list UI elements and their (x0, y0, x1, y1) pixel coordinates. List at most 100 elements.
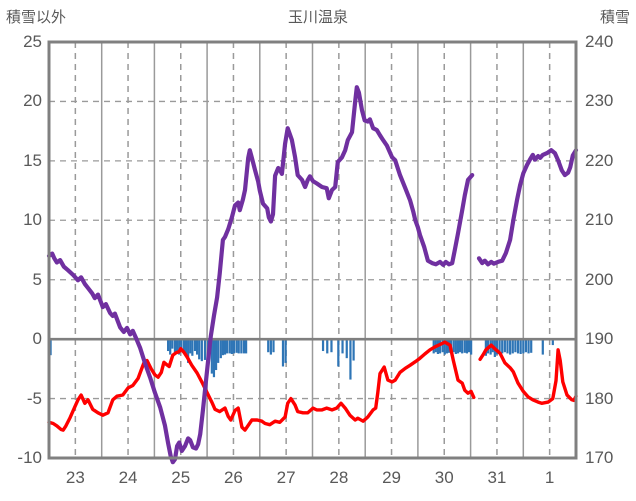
series-blue-bar (341, 339, 344, 354)
series-blue-bar (330, 339, 333, 353)
series-blue-bar (484, 339, 487, 356)
series-blue-bar (214, 339, 218, 371)
series-snow-depth (476, 148, 579, 267)
x-axis-tick-label: 27 (276, 468, 296, 487)
series-blue-bar (463, 339, 466, 353)
series-blue-bar (178, 339, 181, 355)
series-blue-bar (267, 339, 270, 353)
series-blue-bar (445, 339, 448, 354)
series-blue-bar (461, 339, 464, 354)
x-axis-tick-label: 28 (329, 468, 349, 487)
series-blue-bar (219, 339, 222, 359)
right-axis-tick-label: 210 (585, 210, 614, 230)
series-blue-bar (217, 339, 220, 363)
series-blue-bar (244, 339, 248, 354)
series-blue-bar (465, 339, 469, 354)
series-blue-bar (175, 339, 179, 352)
series-blue-bar (495, 339, 499, 355)
x-axis-tick-label: 1 (544, 468, 555, 487)
x-axis-tick-label: 29 (382, 468, 402, 487)
series-blue-bar (272, 339, 275, 353)
series-blue-bar (530, 339, 533, 353)
series-blue-bar (509, 339, 512, 355)
left-axis-tick-label: 0 (32, 329, 42, 349)
series-blue-bar (232, 339, 236, 354)
right-axis-tick-label: 220 (585, 150, 614, 170)
series-blue-bar (503, 339, 506, 353)
series-blue-bar (456, 339, 460, 354)
series-blue-bar (200, 339, 203, 362)
series-blue-bar (452, 339, 455, 353)
series-blue-bar (454, 339, 457, 354)
series-blue-bar (524, 339, 528, 353)
series-snow-depth (46, 85, 475, 465)
right-axis-tick-label: 170 (585, 448, 614, 467)
series-blue-bar (191, 339, 194, 356)
series-blue-bar (171, 339, 174, 349)
series-blue-bar (184, 339, 188, 355)
chart-title: 玉川温泉 (287, 9, 348, 26)
left-axis-tick-label: -10 (17, 448, 42, 467)
series-blue-bar (326, 339, 329, 354)
series-red-line (47, 340, 476, 432)
series-blue-bar (212, 339, 216, 378)
series-blue-bar (182, 339, 186, 353)
series-blue-bar (281, 339, 285, 367)
left-axis-tick-label: 25 (23, 32, 42, 51)
series-blue-bar (498, 339, 501, 354)
series-blue-bar (230, 339, 233, 354)
series-blue-bar (470, 339, 473, 355)
series-blue-bar (522, 339, 525, 354)
series-blue-bar (187, 339, 190, 363)
series-blue-bar (506, 339, 509, 354)
series-blue-bar (198, 339, 201, 360)
series-red-line (478, 343, 578, 405)
left-axis-tick-label: 5 (32, 269, 42, 289)
series-blue-bar (203, 339, 207, 360)
series-blue-bar (240, 339, 243, 354)
series-blue-bar (514, 339, 517, 353)
left-axis-tick-label: 15 (23, 150, 42, 170)
series-blue-bar (321, 339, 325, 352)
series-blue-bar (345, 339, 348, 359)
series-blue-bar (226, 339, 229, 354)
x-axis-tick-label: 23 (65, 468, 85, 487)
series-blue-bar (511, 339, 514, 354)
left-axis-tick-label: -5 (26, 388, 42, 408)
left-axis-tick-label: 20 (23, 91, 42, 111)
series-blue-bar (443, 339, 446, 355)
series-blue-bar (237, 339, 240, 354)
left-axis-title: 積雪以外 (6, 9, 67, 26)
series-blue-bar (180, 339, 183, 350)
x-axis-tick-label: 24 (118, 468, 138, 487)
series-blue-bar (49, 339, 52, 356)
x-axis-tick-label: 30 (434, 468, 454, 487)
right-axis-title: 積雪 (599, 9, 630, 26)
series-blue-bar (541, 339, 544, 355)
plot-border (47, 40, 578, 460)
right-axis-tick-label: 190 (585, 329, 614, 349)
right-axis-tick-label: 240 (585, 32, 614, 51)
series-blue-bar (516, 339, 520, 354)
series-blue-bar (337, 339, 340, 367)
series-blue-bar (519, 339, 522, 354)
series-blue-bar (189, 339, 192, 354)
series-blue-bar (349, 339, 352, 380)
series-blue-bar (166, 339, 170, 352)
series-blue-bar (195, 339, 199, 355)
series-blue-bar (235, 339, 238, 353)
series-blue-bar (210, 339, 213, 374)
series-blue-bar (441, 339, 444, 353)
series-blue-bar (284, 339, 287, 363)
series-blue-bar (223, 339, 227, 355)
series-blue-bar (458, 339, 462, 353)
series-blue-bar (228, 339, 231, 354)
series-blue-bar (527, 339, 530, 354)
x-axis-tick-label: 26 (223, 468, 243, 487)
series-blue-bar (501, 339, 504, 354)
series-blue-bar (221, 339, 225, 356)
series-blue-bar (467, 339, 471, 353)
